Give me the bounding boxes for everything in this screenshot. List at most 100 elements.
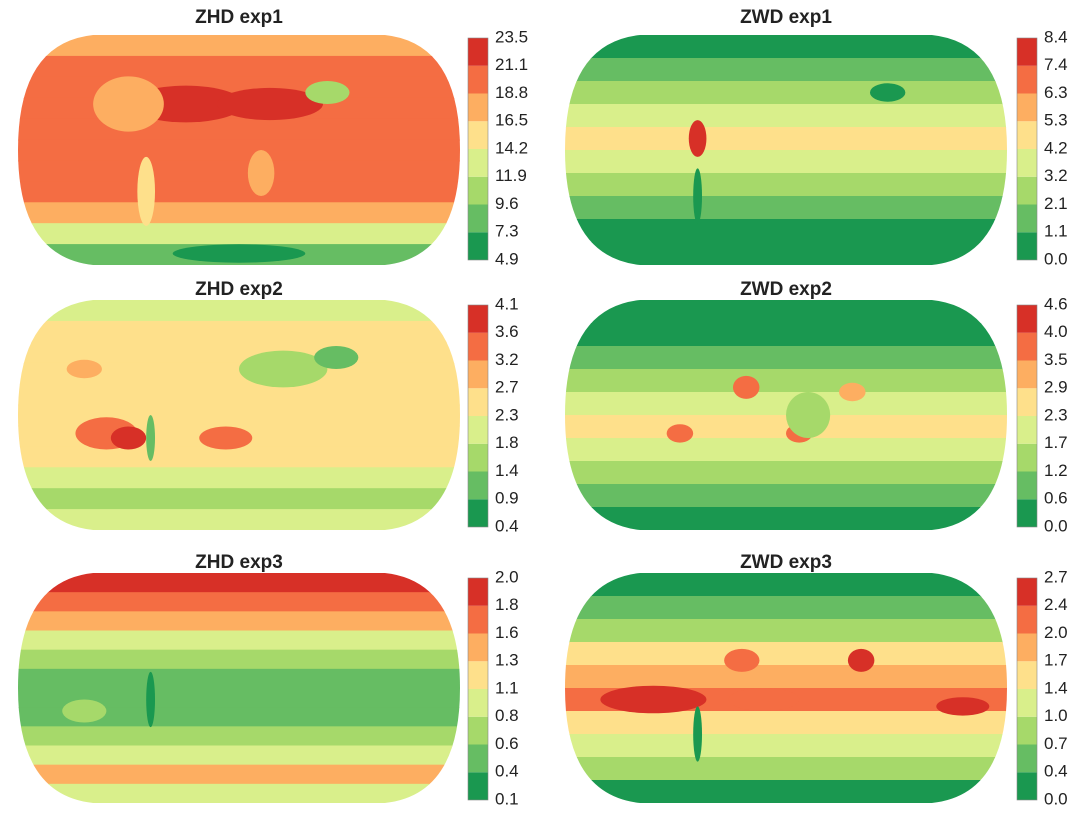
map-region — [111, 427, 146, 450]
map-band — [18, 765, 460, 785]
colorbar-tick-label: 0.4 — [495, 762, 519, 781]
map-region — [693, 168, 702, 223]
colorbar-tick-label: 0.9 — [495, 489, 519, 508]
colorbar-band — [1017, 745, 1037, 773]
panel-title: ZHD exp2 — [195, 279, 283, 300]
map-region — [137, 157, 155, 226]
map-band — [18, 56, 460, 78]
map-band — [565, 734, 1007, 758]
colorbar-tick-label: 1.3 — [495, 651, 519, 670]
colorbar-band — [468, 305, 488, 333]
map-region — [146, 415, 155, 461]
map — [565, 300, 1007, 531]
colorbar-tick-label: 4.9 — [495, 249, 519, 268]
map-region — [729, 688, 800, 711]
map-band — [18, 384, 460, 406]
map-band — [565, 573, 1007, 597]
map-band — [18, 726, 460, 746]
colorbar-band — [1017, 38, 1037, 66]
colorbar-band — [1017, 361, 1037, 389]
map-band — [565, 484, 1007, 508]
colorbar-tick-label: 7.4 — [1044, 55, 1068, 74]
map-band — [18, 321, 460, 343]
map-band — [18, 573, 460, 593]
map-region — [173, 244, 306, 262]
colorbar-tick-label: 23.5 — [495, 27, 528, 46]
map-band — [18, 119, 460, 141]
map-band — [18, 631, 460, 651]
map-region — [305, 81, 349, 104]
colorbar-band — [1017, 717, 1037, 745]
panel: ZHD exp123.521.118.816.514.211.99.67.34.… — [18, 7, 528, 268]
colorbar-tick-label: 9.6 — [495, 194, 519, 213]
map-band — [18, 746, 460, 766]
map-band — [18, 467, 460, 489]
map-band — [18, 784, 460, 804]
colorbar-tick-label: 0.4 — [1044, 762, 1068, 781]
map-band — [565, 81, 1007, 105]
colorbar-tick-label: 18.8 — [495, 83, 528, 102]
map-band — [565, 219, 1007, 243]
colorbar-band — [1017, 578, 1037, 606]
map-region — [314, 346, 358, 369]
panel-title: ZWD exp1 — [740, 7, 832, 28]
map-band — [565, 323, 1007, 347]
map-band — [565, 665, 1007, 689]
colorbar-tick-label: 2.7 — [495, 378, 519, 397]
map-band — [565, 104, 1007, 128]
colorbar-band — [468, 232, 488, 260]
colorbar-tick-label: 2.9 — [1044, 378, 1068, 397]
colorbar-tick-label: 1.7 — [1044, 651, 1068, 670]
colorbar-tick-label: 7.3 — [495, 222, 519, 241]
map-band — [565, 127, 1007, 151]
colorbar-band — [468, 121, 488, 149]
colorbar-band — [468, 689, 488, 717]
map-band — [18, 669, 460, 689]
map-band — [18, 181, 460, 203]
map-region — [870, 83, 905, 101]
colorbar-band — [1017, 689, 1037, 717]
colorbar-band — [1017, 388, 1037, 416]
colorbar-tick-label: 1.1 — [495, 678, 519, 697]
colorbar-band — [1017, 305, 1037, 333]
panel-title: ZHD exp1 — [195, 7, 283, 28]
map-region — [93, 76, 164, 131]
colorbar-tick-label: 3.6 — [495, 322, 519, 341]
map-band — [565, 507, 1007, 531]
panel-title: ZWD exp3 — [740, 552, 832, 573]
map-region — [239, 351, 327, 388]
map — [565, 35, 1007, 266]
map-band — [565, 711, 1007, 735]
colorbar-band — [1017, 772, 1037, 800]
colorbar-band — [468, 94, 488, 122]
map-band — [18, 300, 460, 322]
map-band — [18, 160, 460, 182]
colorbar-tick-label: 16.5 — [495, 111, 528, 130]
map-band — [565, 300, 1007, 324]
colorbar-tick-label: 1.7 — [1044, 433, 1068, 452]
map — [18, 573, 460, 804]
colorbar-tick-label: 8.4 — [1044, 27, 1068, 46]
map-band — [565, 461, 1007, 485]
colorbar-band — [1017, 121, 1037, 149]
colorbar-tick-label: 1.2 — [1044, 461, 1068, 480]
map-region — [146, 672, 155, 727]
panel: ZWD exp24.64.03.52.92.31.71.20.60.0 — [565, 279, 1068, 535]
map-band — [565, 619, 1007, 643]
map-band — [565, 150, 1007, 174]
colorbar-tick-label: 2.7 — [1044, 567, 1068, 586]
colorbar-band — [1017, 472, 1037, 500]
map-band — [18, 446, 460, 468]
colorbar-tick-label: 2.1 — [1044, 194, 1068, 213]
map-region — [67, 360, 102, 378]
colorbar-band — [468, 661, 488, 689]
colorbar-band — [468, 634, 488, 662]
colorbar-band — [468, 361, 488, 389]
colorbar-tick-label: 1.4 — [1044, 678, 1068, 697]
map-band — [18, 223, 460, 245]
colorbar-band — [468, 499, 488, 527]
map-region — [848, 649, 875, 672]
map — [565, 573, 1007, 804]
colorbar-band — [468, 717, 488, 745]
